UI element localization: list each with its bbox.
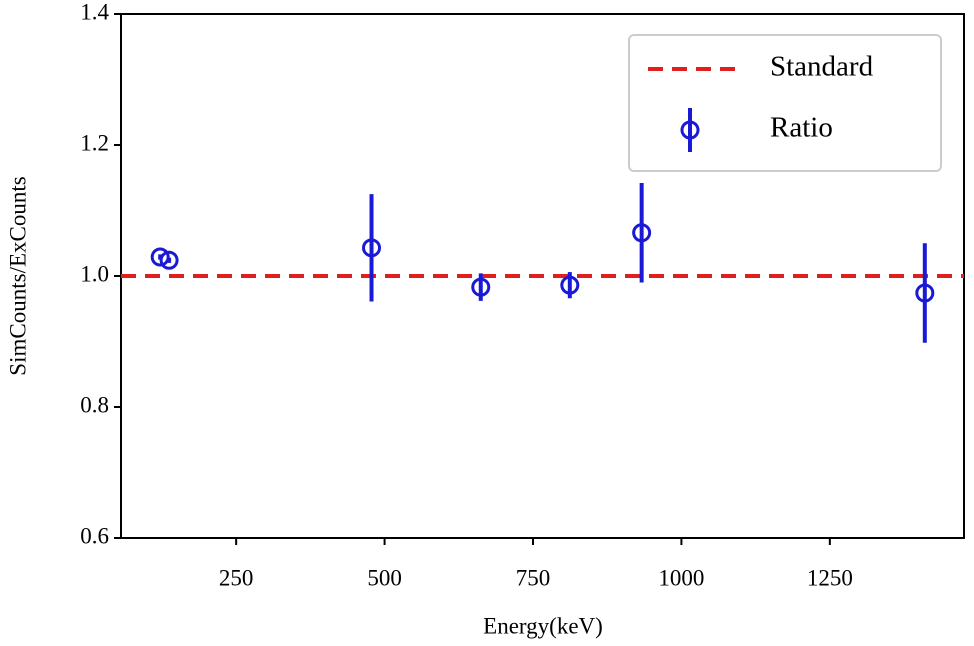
data-point <box>560 275 580 295</box>
data-point <box>362 238 382 258</box>
x-tick-label: 500 <box>367 565 402 590</box>
y-axis-label: SimCounts/ExCounts <box>5 176 30 375</box>
y-tick-label: 0.8 <box>80 392 109 417</box>
x-axis-label: Energy(keV) <box>483 613 603 638</box>
x-tick-label: 1250 <box>807 565 853 590</box>
legend-label: Standard <box>770 51 874 83</box>
y-tick-label: 1.0 <box>80 261 109 286</box>
x-tick-label: 1000 <box>658 565 704 590</box>
legend-marker <box>680 120 700 140</box>
legend-label: Ratio <box>770 112 833 144</box>
y-tick-label: 1.2 <box>80 130 109 155</box>
x-tick-label: 250 <box>219 565 254 590</box>
data-point <box>471 277 491 297</box>
data-point <box>915 283 935 303</box>
data-point <box>150 247 170 267</box>
y-tick-label: 0.6 <box>80 523 109 548</box>
y-tick-label: 1.4 <box>80 0 109 24</box>
data-point <box>159 250 179 270</box>
x-tick-label: 750 <box>516 565 551 590</box>
data-point <box>632 223 652 243</box>
